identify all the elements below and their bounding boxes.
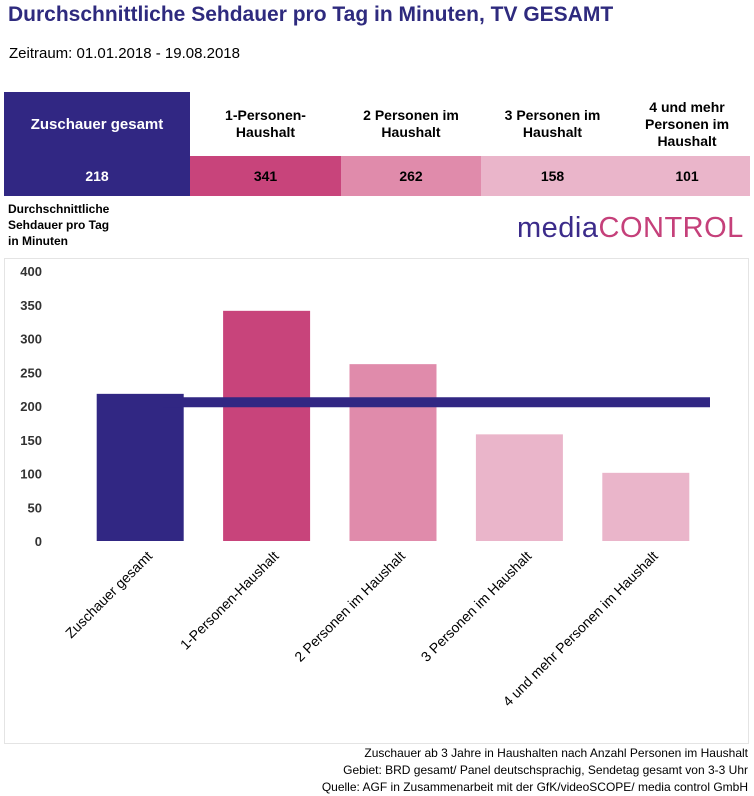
table-header-3-person: 3 Personen im Haushalt: [481, 92, 624, 156]
average-reference-line: [163, 397, 710, 408]
table-header-3-person-label: 3 Personen im Haushalt: [504, 107, 601, 140]
table-value-3-person: 158: [481, 156, 624, 196]
x-tick-label: Zuschauer gesamt: [62, 548, 155, 641]
table-header-1-person: 1-Personen- Haushalt: [190, 92, 341, 156]
table-value-2-person: 262: [341, 156, 481, 196]
table-value-1-person: 341: [190, 156, 341, 196]
table-header-1-person-label: 1-Personen- Haushalt: [225, 107, 306, 140]
y-tick-label: 0: [35, 534, 42, 549]
y-tick-label: 100: [20, 467, 42, 482]
bar-1: [96, 393, 184, 541]
y-tick-label: 150: [20, 433, 42, 448]
table-header-2-person: 2 Personen im Haushalt: [341, 92, 481, 156]
bar-2: [223, 310, 311, 541]
bar-4: [475, 434, 563, 541]
y-tick-label: 350: [20, 298, 42, 313]
table-value-4plus-person: 101: [624, 156, 750, 196]
y-tick-label: 50: [28, 500, 42, 515]
x-tick-label: 3 Personen im Haushalt: [418, 548, 535, 665]
y-tick-label: 300: [20, 332, 42, 347]
table-header-total: Zuschauer gesamt: [4, 92, 190, 156]
y-tick-label: 200: [20, 399, 42, 414]
footer-note-3: Quelle: AGF in Zusammenarbeit mit der Gf…: [321, 780, 748, 794]
period-subtitle: Zeitraum: 01.01.2018 - 19.08.2018: [9, 45, 240, 62]
y-axis-title: Durchschnittliche Sehdauer pro Tag in Minu…: [8, 201, 134, 249]
y-tick-label: 400: [20, 264, 42, 279]
bar-3: [349, 364, 437, 541]
table-value-total: 218: [4, 156, 190, 196]
media-control-logo: mediaCONTROL: [517, 212, 744, 245]
y-tick-label: 250: [20, 365, 42, 380]
plot-frame: [4, 258, 749, 744]
page-title: Durchschnittliche Sehdauer pro Tag in Mi…: [8, 3, 614, 26]
bar-5: [602, 472, 690, 541]
x-tick-label: 2 Personen im Haushalt: [291, 548, 408, 665]
summary-table: Zuschauer gesamt 1-Personen- Haushalt 2 P…: [4, 92, 750, 196]
logo-part-media: media: [517, 212, 599, 244]
footer-note-2: Gebiet: BRD gesamt/ Panel deutschsprachi…: [343, 763, 748, 777]
x-tick-label: 1-Personen-Haushalt: [177, 548, 282, 653]
table-header-4plus-person-label: 4 und mehr Personen im Haushalt: [644, 98, 730, 149]
footer-note-1: Zuschauer ab 3 Jahre in Haushalten nach …: [364, 746, 748, 760]
table-header-4plus-person: 4 und mehr Personen im Haushalt: [624, 92, 750, 156]
x-tick-label: 4 und mehr Personen im Haushalt: [499, 548, 661, 710]
table-header-2-person-label: 2 Personen im Haushalt: [363, 107, 459, 140]
logo-part-control: CONTROL: [598, 212, 744, 244]
